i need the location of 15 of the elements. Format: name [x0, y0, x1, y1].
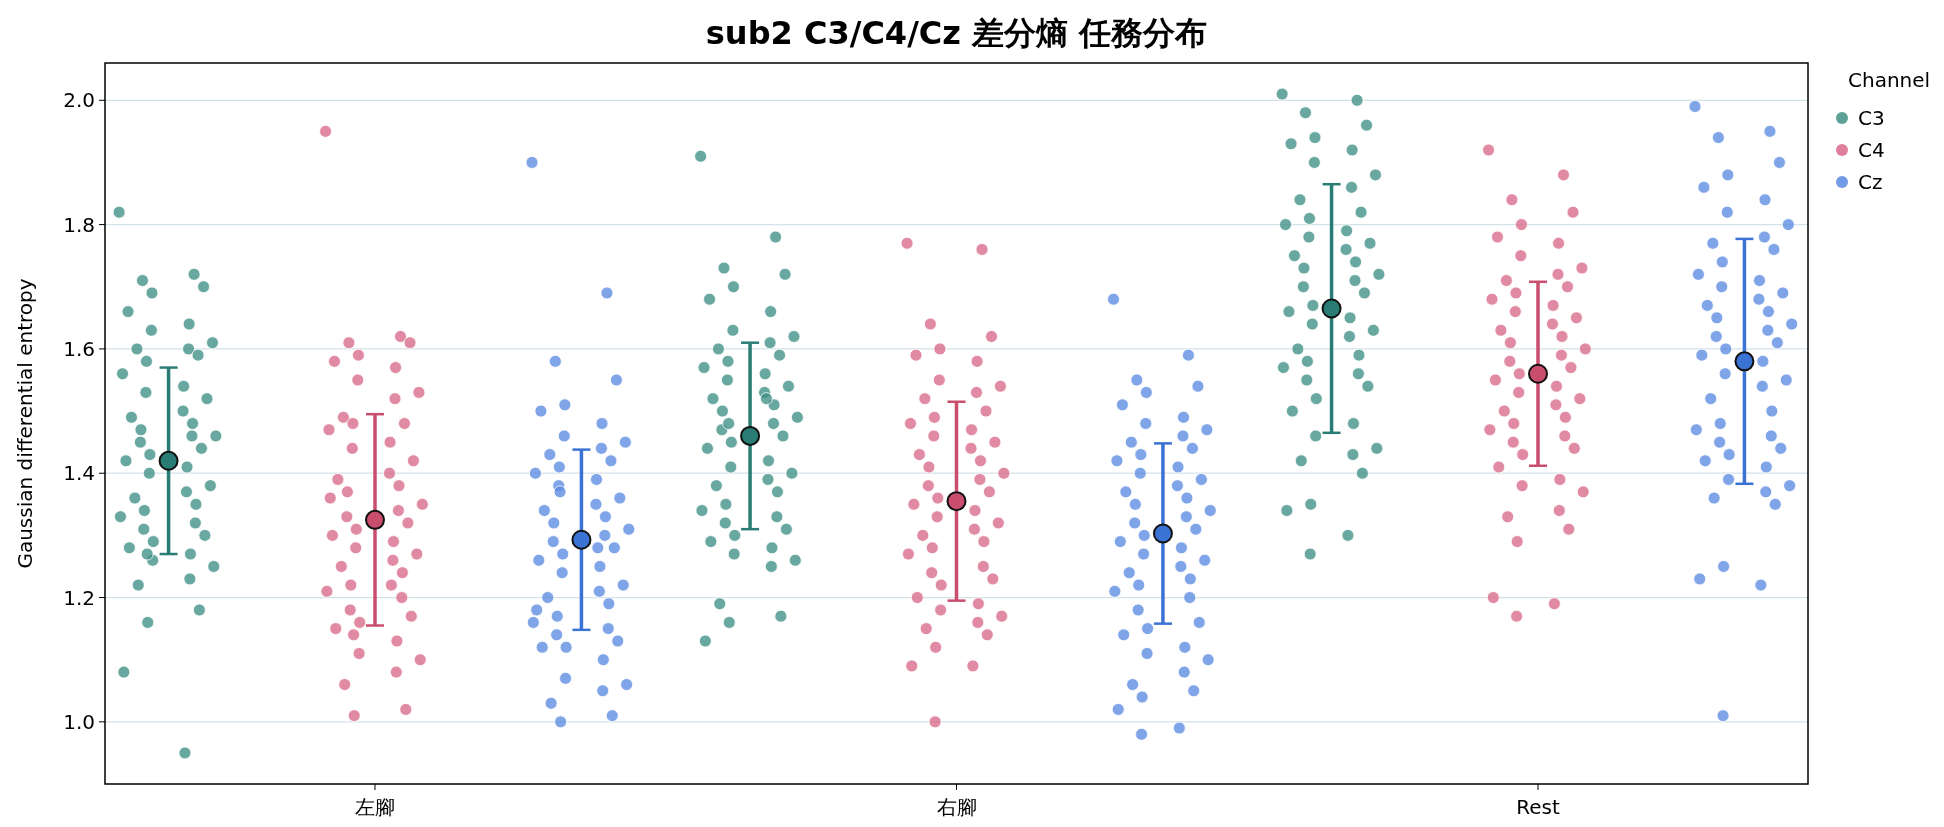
y-tick-label: 1.6: [63, 336, 95, 361]
legend-label: Cz: [1858, 170, 1883, 194]
chart-title: sub2 C3/C4/Cz 差分熵 任務分布: [705, 14, 1208, 52]
x-tick-label: 左腳: [355, 795, 395, 819]
y-tick-label: 2.0: [63, 88, 95, 113]
y-tick-label: 1.2: [63, 585, 95, 610]
y-axis-title: Gaussian differential entropy: [13, 278, 37, 569]
x-tick-label: Rest: [1516, 795, 1560, 819]
legend-title: Channel: [1848, 68, 1931, 92]
y-tick-label: 1.4: [63, 461, 95, 486]
x-tick-label: 右腳: [936, 795, 977, 819]
y-tick-label: 1.0: [63, 709, 95, 734]
legend-label: C3: [1858, 106, 1885, 130]
legend-label: C4: [1858, 138, 1885, 162]
y-tick-label: 1.8: [63, 212, 95, 237]
